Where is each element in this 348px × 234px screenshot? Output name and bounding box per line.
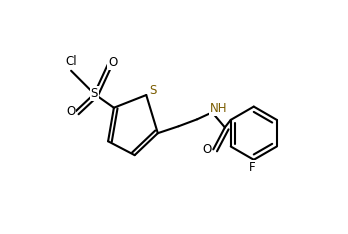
Text: S: S [90, 87, 98, 100]
Text: NH: NH [210, 102, 227, 115]
Text: S: S [150, 84, 157, 97]
Text: F: F [249, 161, 256, 174]
Text: Cl: Cl [65, 55, 77, 68]
Text: O: O [66, 105, 75, 118]
Text: O: O [108, 56, 117, 69]
Text: O: O [202, 143, 212, 156]
